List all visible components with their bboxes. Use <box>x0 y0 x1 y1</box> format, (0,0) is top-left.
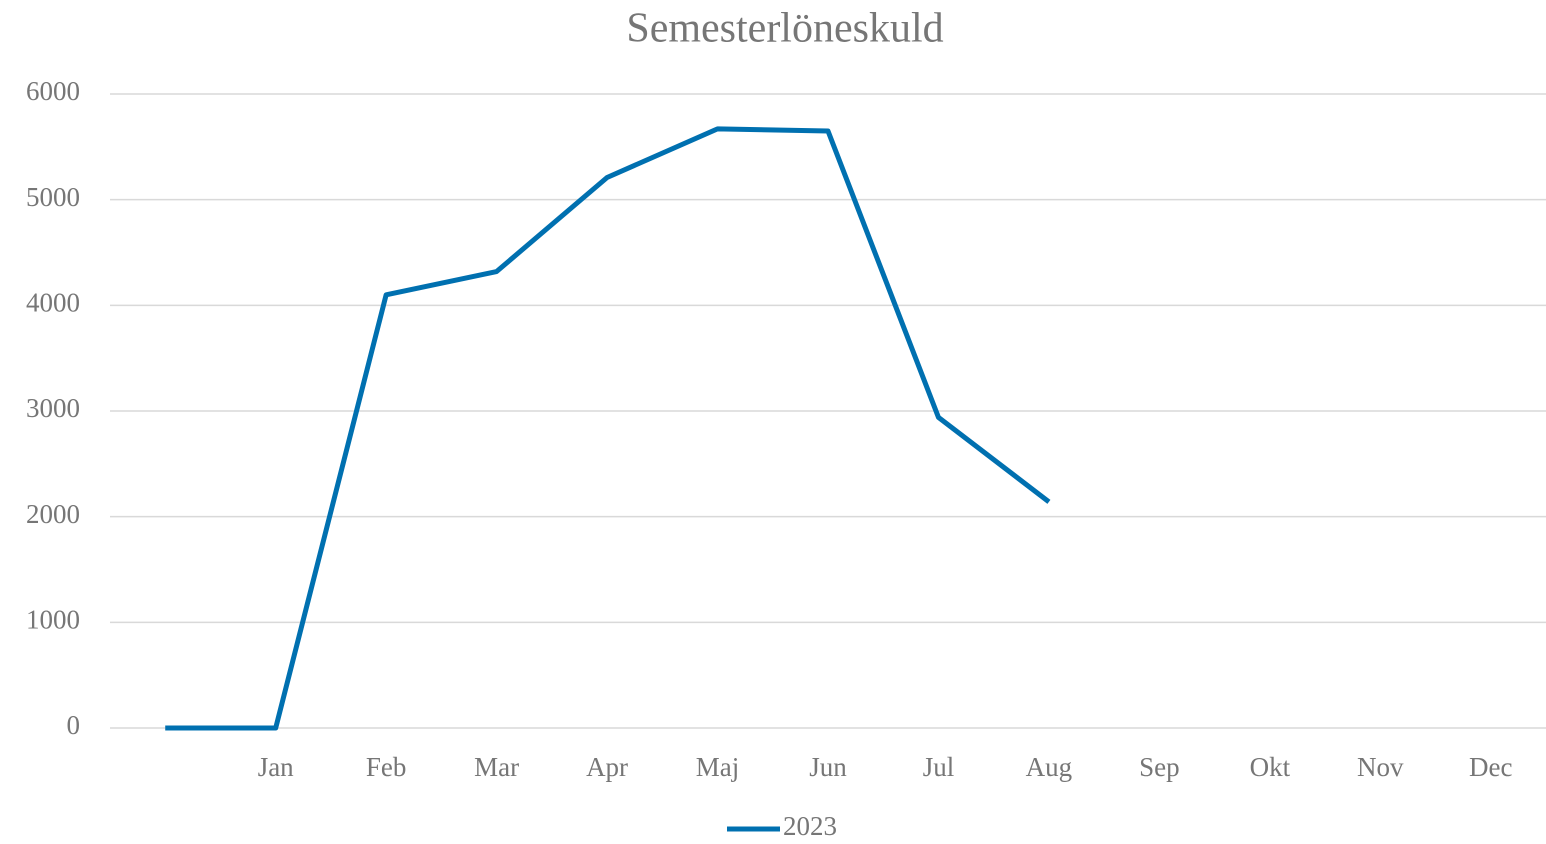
y-tick-label: 4000 <box>26 288 80 318</box>
y-tick-label: 5000 <box>26 182 80 212</box>
chart-title: Semesterlöneskuld <box>626 6 943 52</box>
x-tick-label: Apr <box>586 752 628 782</box>
legend-label: 2023 <box>783 811 837 841</box>
y-tick-label: 2000 <box>26 499 80 529</box>
y-tick-label: 0 <box>67 710 81 740</box>
x-tick-label: Okt <box>1250 752 1291 782</box>
x-tick-label: Jan <box>258 752 294 782</box>
x-tick-label: Mar <box>474 752 519 782</box>
x-tick-label: Nov <box>1357 752 1404 782</box>
x-tick-label: Jun <box>809 752 847 782</box>
x-tick-label: Aug <box>1026 752 1073 782</box>
y-tick-label: 6000 <box>26 76 80 106</box>
x-tick-label: Sep <box>1139 752 1180 782</box>
y-tick-label: 3000 <box>26 393 80 423</box>
x-tick-label: Maj <box>696 752 740 782</box>
x-tick-label: Dec <box>1469 752 1512 782</box>
series-line <box>165 126 1051 731</box>
y-tick-label: 1000 <box>26 605 80 635</box>
x-tick-label: Feb <box>366 752 407 782</box>
x-tick-label: Jul <box>923 752 955 782</box>
